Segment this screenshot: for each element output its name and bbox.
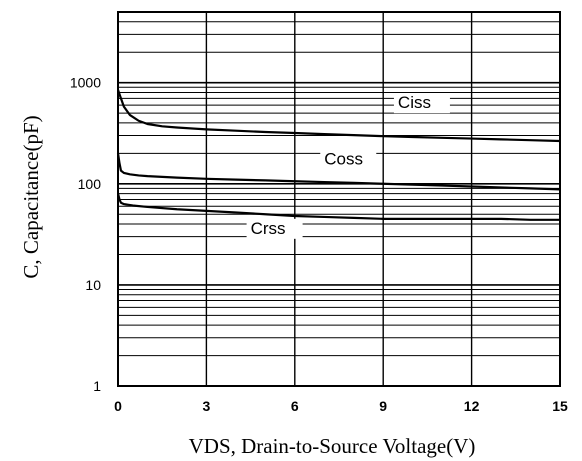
- x-tick-label: 9: [379, 398, 387, 414]
- series-label-crss: Crss: [246, 218, 303, 239]
- y-axis-title: C, Capacitance(pF): [19, 115, 43, 278]
- x-tick-label: 15: [552, 398, 568, 414]
- series-layer: [116, 89, 561, 221]
- series-label-layer: Ciss Coss Crss: [246, 93, 450, 239]
- x-tick-label: 3: [203, 398, 211, 414]
- x-tick-label: 0: [114, 398, 122, 414]
- y-tick-label: 10: [85, 277, 101, 293]
- x-tick-label: 12: [464, 398, 480, 414]
- series-label-background: [320, 149, 377, 170]
- x-tick-label: 6: [291, 398, 299, 414]
- series-label-text: Coss: [324, 150, 363, 169]
- x-axis-title: VDS, Drain-to-Source Voltage(V): [189, 434, 476, 458]
- series-label-ciss: Ciss: [393, 93, 450, 114]
- y-tick-label: 1000: [70, 75, 101, 91]
- series-line-ciss: [116, 89, 561, 143]
- series-label-background: [246, 218, 303, 239]
- plot-frame: [117, 11, 561, 387]
- y-tick-label: 100: [78, 176, 102, 192]
- series-label-coss: Coss: [320, 149, 377, 170]
- series-label-background: [393, 93, 450, 114]
- series-label-text: Crss: [251, 219, 286, 238]
- grid-layer: [117, 11, 561, 387]
- series-line-crss: [116, 193, 560, 221]
- series-label-text: Ciss: [398, 93, 431, 112]
- tick-layer: 0 3 6 9 12 15 1 10 100 1000: [70, 75, 568, 414]
- y-tick-label: 1: [93, 378, 101, 394]
- series-line-coss: [116, 153, 561, 191]
